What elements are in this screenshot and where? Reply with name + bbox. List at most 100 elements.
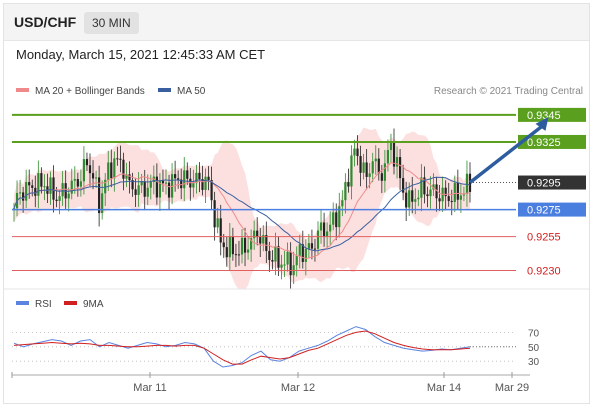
rsi-tick-label: 70	[528, 328, 540, 339]
candle-body	[395, 157, 399, 167]
candle-body	[125, 174, 128, 179]
candle-body	[368, 173, 371, 177]
timestamp: Monday, March 15, 2021 12:45:33 AM CET	[16, 47, 266, 62]
candle-body	[371, 161, 374, 174]
candle-body	[119, 158, 122, 160]
candle-body	[338, 206, 341, 228]
candle-body	[377, 158, 380, 174]
level-tag-resistance	[518, 134, 586, 149]
ma20-legend-label: MA 20 + Bollinger Bands	[35, 86, 145, 97]
candle-body	[155, 176, 158, 198]
candle-body	[246, 249, 250, 253]
candle-body	[28, 182, 31, 186]
candle-body	[329, 224, 332, 232]
candle-body	[326, 231, 329, 237]
candle-body	[289, 251, 292, 276]
candle-body	[101, 193, 104, 214]
rsi-line	[13, 326, 471, 368]
candle-body	[167, 182, 171, 198]
currency-pair-title: USD/CHF	[14, 14, 77, 30]
candle-body	[456, 182, 459, 200]
candle-body	[198, 172, 201, 180]
candle-body	[70, 180, 73, 194]
candle-body	[201, 179, 204, 190]
rsi-ma-legend-swatch	[64, 301, 77, 305]
candle-body	[137, 185, 140, 195]
candle-body	[310, 243, 314, 249]
candle-body	[447, 196, 450, 201]
candle-body	[438, 198, 441, 202]
candle-body	[392, 141, 396, 167]
candle-body	[420, 177, 423, 198]
rsi-legend-swatch	[16, 301, 29, 305]
candle-body	[110, 162, 113, 179]
candle-body	[82, 159, 86, 182]
projection-arrow-shaft	[468, 124, 544, 184]
level-label-pivot: 0.9275	[527, 205, 561, 217]
level-tag-current	[518, 175, 586, 190]
candle-body	[40, 173, 43, 187]
candle-body	[389, 141, 393, 151]
candle-body	[411, 190, 414, 202]
candle-body	[213, 200, 216, 228]
candle-body	[347, 182, 350, 187]
candle-body	[128, 174, 131, 181]
candle-body	[265, 235, 268, 251]
candle-body	[31, 185, 34, 188]
candle-body	[76, 179, 79, 187]
candle-body	[18, 192, 22, 194]
candle-body	[259, 237, 262, 244]
candle-body	[380, 173, 383, 181]
candle-body	[341, 200, 344, 207]
candle-body	[274, 246, 277, 262]
candle-body	[204, 176, 207, 190]
candle-body	[250, 238, 253, 250]
level-tag-pivot	[518, 202, 586, 217]
candle-body	[402, 178, 405, 193]
candle-body	[383, 163, 386, 181]
candle-body	[192, 183, 195, 188]
candle-body	[453, 182, 456, 202]
rsi-legend-label: RSI	[35, 299, 52, 310]
candle-body	[228, 236, 231, 258]
chart-header: USD/CHF 30 MIN	[4, 4, 589, 41]
candle-body	[237, 254, 241, 256]
candle-body	[91, 173, 95, 179]
candle-body	[271, 259, 274, 262]
timeframe-button[interactable]: 30 MIN	[84, 12, 139, 34]
candle-body	[55, 199, 58, 201]
candle-body	[319, 222, 323, 231]
candle-body	[405, 192, 408, 208]
candle-body	[256, 230, 259, 238]
candle-body	[131, 180, 134, 190]
candle-body	[12, 208, 16, 210]
projection-arrow-head	[535, 116, 549, 131]
candle-body	[322, 222, 326, 237]
candle-body	[122, 159, 125, 179]
candle-body	[280, 264, 283, 268]
candle-body	[313, 248, 317, 250]
candle-body	[262, 235, 265, 244]
candle-body	[398, 157, 402, 179]
credit-label: Research © 2021 Trading Central	[434, 86, 583, 97]
candle-body	[207, 176, 210, 180]
candle-body	[295, 255, 298, 266]
level-lines: 0.9345 0.9325 0.9295 0.9275 0.9255 0.9230	[12, 107, 586, 277]
candle-body	[52, 177, 55, 200]
candle-body	[350, 155, 353, 187]
candle-body	[189, 178, 192, 188]
rsi-panel: 70 50 30	[12, 326, 540, 368]
candle-body	[113, 158, 116, 179]
candle-body	[104, 179, 107, 194]
level-label-support: 0.9255	[527, 232, 561, 244]
candle-body	[219, 218, 222, 243]
candle-body	[216, 218, 219, 228]
rsi-ma-line	[13, 330, 471, 365]
candle-body	[243, 237, 247, 253]
ma50-legend-label: MA 50	[177, 86, 206, 97]
level-label-resistance: 0.9345	[527, 110, 561, 122]
ma50-line	[13, 176, 471, 252]
candle-body	[374, 158, 377, 162]
candle-body	[283, 264, 286, 266]
candle-body	[459, 195, 462, 200]
